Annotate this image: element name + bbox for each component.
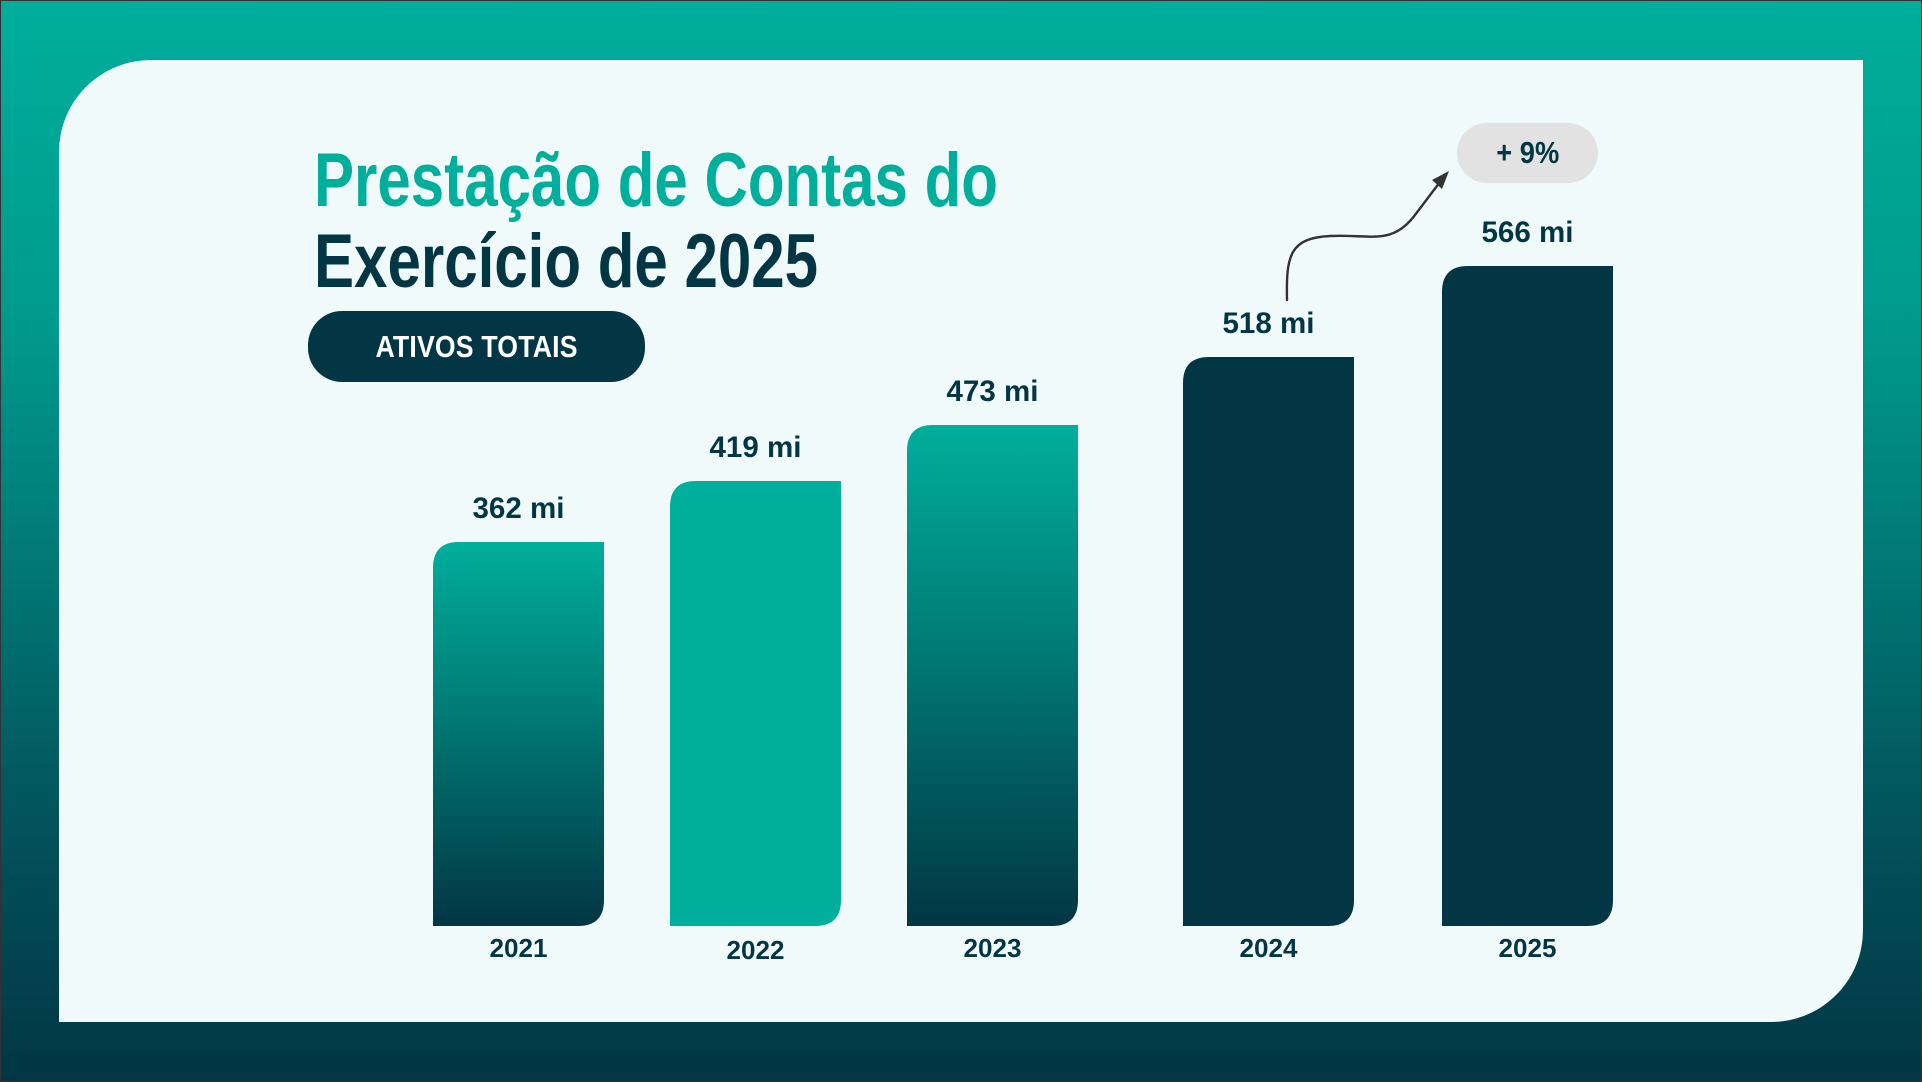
page-title-line-2: Exercício de 2025 — [314, 219, 819, 304]
year-label-2023: 2023 — [964, 933, 1022, 963]
growth-badge-text: + 9% — [1496, 135, 1559, 170]
value-label-2021: 362 mi — [473, 492, 565, 525]
value-label-2023: 473 mi — [947, 375, 1039, 408]
year-label-2024: 2024 — [1240, 933, 1299, 963]
value-label-2025: 566 mi — [1482, 216, 1574, 249]
year-label-2025: 2025 — [1499, 933, 1557, 963]
year-label-2021: 2021 — [490, 933, 548, 963]
section-label-badge: ATIVOS TOTAIS — [308, 311, 645, 382]
page-title-line-1: Prestação de Contas do — [314, 138, 998, 223]
value-label-2024: 518 mi — [1223, 307, 1315, 340]
section-label-text: ATIVOS TOTAIS — [375, 328, 578, 364]
year-labels-group: 2021 2022 2023 2024 2025 — [490, 933, 1557, 965]
growth-badge: + 9% — [1457, 123, 1598, 183]
value-labels-group: 362 mi 419 mi 473 mi 518 mi 566 mi — [473, 216, 1574, 525]
year-label-2022: 2022 — [727, 935, 785, 965]
bar-2022 — [670, 481, 841, 926]
bar-2024 — [1183, 357, 1354, 926]
value-label-2022: 419 mi — [710, 431, 802, 464]
bars-group — [433, 266, 1613, 926]
bar-2021 — [433, 542, 604, 926]
bar-2025 — [1442, 266, 1613, 926]
curved-arrow-up-right-icon — [1285, 171, 1449, 302]
bar-2023 — [907, 425, 1078, 926]
